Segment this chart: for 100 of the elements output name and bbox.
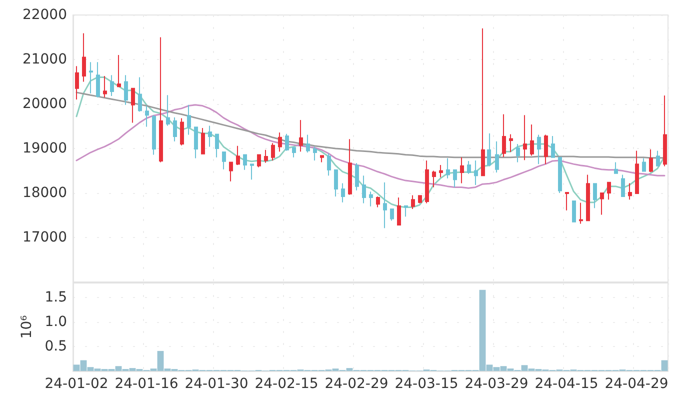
candlestick bbox=[383, 182, 387, 229]
candlestick bbox=[614, 162, 618, 174]
candlestick bbox=[152, 114, 156, 156]
candlestick bbox=[537, 134, 541, 165]
candlestick bbox=[264, 149, 268, 164]
candlestick bbox=[215, 134, 219, 158]
candlestick bbox=[446, 158, 450, 179]
candlestick bbox=[621, 174, 625, 198]
candlestick bbox=[299, 120, 303, 152]
candlestick bbox=[635, 150, 639, 194]
x-tick-label: 24-04-29 bbox=[604, 376, 668, 392]
candlestick bbox=[166, 94, 170, 126]
candlestick bbox=[439, 164, 443, 178]
line-series bbox=[76, 92, 666, 159]
y-tick-label: 22000 bbox=[22, 7, 67, 23]
candlestick bbox=[250, 164, 254, 180]
candlestick bbox=[390, 208, 394, 222]
candlestick bbox=[593, 183, 597, 209]
y-tick-label: 0.5 bbox=[44, 338, 67, 355]
candlestick bbox=[124, 74, 128, 106]
candlestick bbox=[551, 136, 555, 158]
candlestick bbox=[75, 66, 79, 100]
candlestick bbox=[313, 146, 317, 162]
candlestick bbox=[117, 54, 121, 88]
candlestick bbox=[285, 133, 289, 152]
candlestick bbox=[306, 134, 310, 154]
candlestick bbox=[334, 169, 338, 198]
candlestick bbox=[82, 32, 86, 82]
line-series bbox=[76, 104, 666, 189]
candlestick bbox=[271, 142, 275, 162]
candlestick bbox=[194, 126, 198, 159]
candlestick bbox=[467, 160, 471, 174]
candlestick bbox=[579, 202, 583, 224]
candlestick bbox=[222, 151, 226, 170]
candlestick bbox=[586, 174, 590, 222]
candlestick bbox=[404, 205, 408, 218]
candlestick bbox=[628, 182, 632, 200]
candlestick bbox=[418, 195, 422, 204]
candlestick bbox=[138, 76, 142, 112]
candlestick bbox=[320, 155, 324, 163]
x-tick-label: 24-01-30 bbox=[184, 376, 248, 392]
y-tick-label: 21000 bbox=[22, 52, 67, 68]
candlestick bbox=[453, 169, 457, 188]
candlestick bbox=[530, 124, 534, 156]
candlestick bbox=[96, 62, 100, 98]
candlestick bbox=[432, 170, 436, 188]
x-tick-label: 24-02-29 bbox=[324, 376, 388, 392]
y-tick-label: 1.0 bbox=[44, 314, 67, 330]
candlestick bbox=[229, 161, 233, 182]
candlestick bbox=[173, 116, 177, 142]
candlestick bbox=[110, 74, 114, 96]
candlestick bbox=[516, 144, 520, 163]
candlestick bbox=[558, 156, 562, 194]
candlestick bbox=[544, 134, 548, 165]
candlestick bbox=[292, 147, 296, 158]
candlestick bbox=[656, 150, 660, 166]
candlestick bbox=[572, 200, 576, 222]
y-tick-label: 1.5 bbox=[44, 290, 67, 306]
candlestick bbox=[376, 196, 380, 208]
candlestick bbox=[649, 148, 653, 173]
candlestick bbox=[642, 158, 646, 172]
candlestick bbox=[180, 118, 184, 146]
y-tick-label: 18000 bbox=[22, 185, 67, 201]
candlestick bbox=[607, 182, 611, 200]
y-tick-label: 17000 bbox=[22, 230, 67, 246]
candlestick bbox=[487, 132, 491, 167]
candlestick bbox=[236, 145, 240, 166]
candlestick bbox=[89, 62, 93, 94]
candlestick bbox=[397, 196, 401, 226]
candlestick bbox=[341, 182, 345, 203]
candlestick bbox=[495, 140, 499, 174]
candlestick bbox=[474, 160, 478, 186]
x-tick-label: 24-02-15 bbox=[254, 376, 318, 392]
y-axis-title: 10⁶ bbox=[18, 314, 35, 339]
candlestick bbox=[502, 114, 506, 158]
y-tick-label: 19000 bbox=[22, 140, 67, 156]
candlestick bbox=[565, 192, 569, 211]
candlestick bbox=[425, 160, 429, 204]
candlestick bbox=[159, 36, 163, 163]
candlestick bbox=[355, 162, 359, 191]
x-tick-label: 24-03-15 bbox=[394, 376, 458, 392]
x-tick-label: 24-01-16 bbox=[114, 376, 178, 392]
candlestick bbox=[145, 105, 149, 128]
candlestick bbox=[523, 114, 527, 161]
candlestick bbox=[278, 132, 282, 152]
candlestick bbox=[201, 128, 205, 155]
x-tick-label: 24-03-29 bbox=[464, 376, 528, 392]
candlestick bbox=[327, 152, 331, 176]
candlestick bbox=[243, 154, 247, 170]
candlestick bbox=[481, 28, 485, 176]
candlestick bbox=[411, 194, 415, 210]
candlestick bbox=[348, 138, 352, 196]
x-tick-label: 24-01-02 bbox=[44, 376, 108, 392]
x-tick-label: 24-04-15 bbox=[534, 376, 598, 392]
candlestick bbox=[600, 192, 604, 216]
line-series bbox=[76, 76, 666, 208]
candlestick bbox=[208, 125, 212, 148]
candlestick bbox=[663, 95, 667, 167]
candlestick bbox=[257, 154, 261, 168]
y-tick-label: 20000 bbox=[22, 96, 67, 112]
